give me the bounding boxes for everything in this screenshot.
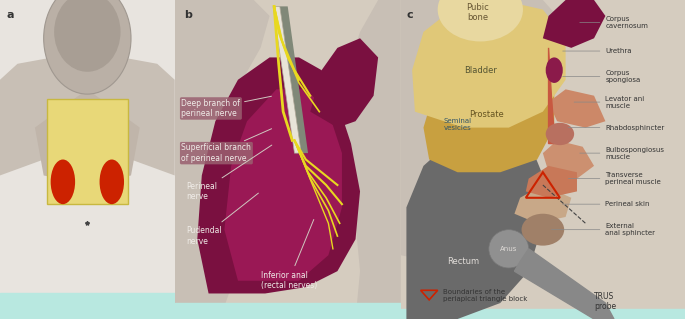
Ellipse shape bbox=[521, 214, 564, 246]
Polygon shape bbox=[526, 166, 577, 198]
Polygon shape bbox=[0, 57, 88, 319]
Polygon shape bbox=[514, 249, 614, 319]
Text: Rectum: Rectum bbox=[447, 257, 479, 266]
Text: a: a bbox=[7, 10, 14, 19]
Ellipse shape bbox=[546, 57, 563, 83]
Polygon shape bbox=[225, 89, 342, 281]
Polygon shape bbox=[274, 6, 308, 153]
Ellipse shape bbox=[44, 0, 131, 94]
Circle shape bbox=[51, 160, 75, 204]
Ellipse shape bbox=[546, 123, 574, 145]
Polygon shape bbox=[412, 0, 566, 128]
Polygon shape bbox=[175, 0, 270, 319]
Text: Inferior anal
(rectal nerves): Inferior anal (rectal nerves) bbox=[260, 219, 317, 290]
Ellipse shape bbox=[489, 230, 529, 268]
Polygon shape bbox=[423, 45, 554, 172]
Polygon shape bbox=[549, 89, 606, 128]
Text: Superficial branch
of perineal nerve: Superficial branch of perineal nerve bbox=[182, 129, 271, 163]
Text: Boundaries of the
periapical triangle block: Boundaries of the periapical triangle bl… bbox=[443, 289, 527, 301]
Text: Perineal
nerve: Perineal nerve bbox=[186, 145, 272, 201]
Polygon shape bbox=[429, 102, 497, 153]
Ellipse shape bbox=[438, 0, 523, 41]
Polygon shape bbox=[197, 57, 360, 293]
Text: Perineal skin: Perineal skin bbox=[562, 201, 650, 207]
Text: Pudendal
nerve: Pudendal nerve bbox=[186, 193, 258, 246]
Text: Transverse
perineal muscle: Transverse perineal muscle bbox=[569, 172, 661, 185]
Polygon shape bbox=[310, 38, 378, 128]
Polygon shape bbox=[401, 0, 557, 271]
Text: b: b bbox=[184, 10, 192, 19]
Text: Levator ani
muscle: Levator ani muscle bbox=[574, 96, 645, 108]
Polygon shape bbox=[338, 0, 401, 319]
Text: External
anal sphincter: External anal sphincter bbox=[551, 223, 656, 236]
Polygon shape bbox=[543, 0, 606, 48]
Text: Bladder: Bladder bbox=[464, 66, 497, 75]
Text: Urethra: Urethra bbox=[562, 48, 632, 54]
Polygon shape bbox=[273, 6, 301, 153]
Polygon shape bbox=[406, 128, 543, 319]
Text: Anus: Anus bbox=[500, 246, 517, 252]
Text: Bulbospongiosus
muscle: Bulbospongiosus muscle bbox=[580, 147, 664, 160]
Text: Prostate: Prostate bbox=[469, 110, 503, 119]
Text: Seminal
vesicles: Seminal vesicles bbox=[443, 118, 472, 131]
Circle shape bbox=[99, 160, 124, 204]
Ellipse shape bbox=[54, 0, 121, 72]
Text: Pubic
bone: Pubic bone bbox=[466, 3, 489, 22]
Text: Corpus
spongiosa: Corpus spongiosa bbox=[562, 70, 640, 83]
Polygon shape bbox=[35, 89, 140, 185]
Text: Rhabdosphincter: Rhabdosphincter bbox=[569, 125, 664, 130]
Polygon shape bbox=[88, 57, 175, 319]
Polygon shape bbox=[543, 140, 594, 179]
Text: TRUS
probe: TRUS probe bbox=[594, 292, 616, 311]
Text: c: c bbox=[406, 10, 413, 19]
FancyBboxPatch shape bbox=[47, 99, 127, 204]
Text: Deep branch of
perineal nerve: Deep branch of perineal nerve bbox=[182, 96, 271, 118]
Polygon shape bbox=[549, 48, 554, 144]
Text: Corpus
cavernosum: Corpus cavernosum bbox=[580, 16, 648, 29]
Polygon shape bbox=[514, 185, 571, 223]
